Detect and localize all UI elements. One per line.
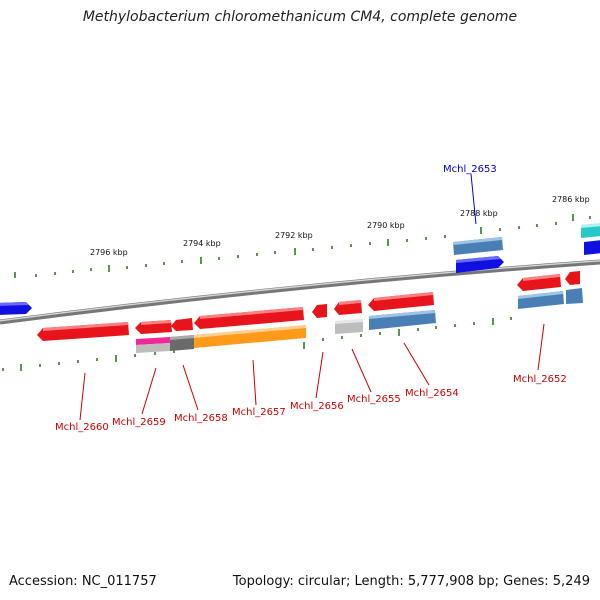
gene-2658[interactable]: [170, 318, 194, 351]
cyan-gene-right[interactable]: [581, 223, 600, 238]
scale-label: 2790 kbp: [367, 221, 405, 230]
gene-label-2657[interactable]: Mchl_2657: [232, 407, 286, 418]
gene-2659[interactable]: [135, 320, 172, 353]
genome-summary-text: Topology: circular; Length: 5,777,908 bp…: [232, 574, 590, 589]
scale-label: 2794 kbp: [183, 239, 221, 248]
gene-2660[interactable]: [37, 322, 129, 341]
gene-label-2659[interactable]: Mchl_2659: [112, 417, 166, 428]
scale-label: 2792 kbp: [275, 231, 313, 240]
gene-label-2652[interactable]: Mchl_2652: [513, 374, 567, 385]
genome-backbone: [0, 259, 600, 325]
gene-label-2653[interactable]: Mchl_2653: [443, 164, 497, 175]
scale-label: 2786 kbp: [552, 195, 590, 204]
gene-right-edge[interactable]: [565, 271, 583, 304]
scale-labels: 2796 kbp 2794 kbp 2792 kbp 2790 kbp 2788…: [90, 195, 590, 257]
gene-label-2654[interactable]: Mchl_2654: [405, 388, 459, 399]
lower-scale-ticks: [2, 317, 512, 371]
map-title: Methylobacterium chloromethanicum CM4, c…: [82, 9, 518, 25]
gene-label-2660[interactable]: Mchl_2660: [55, 422, 109, 433]
scale-label: 2788 kbp: [460, 209, 498, 218]
blue-gene-left[interactable]: [0, 302, 32, 315]
gene-2654[interactable]: [368, 292, 436, 330]
gene-label-2658[interactable]: Mchl_2658: [174, 413, 228, 424]
blue-gene-right[interactable]: [584, 240, 600, 255]
reverse-strand-genes: [37, 271, 583, 353]
gene-2656[interactable]: [312, 304, 327, 318]
accession-text: Accession: NC_011757: [9, 574, 157, 589]
gene-labels: Mchl_2660 Mchl_2659 Mchl_2658 Mchl_2657 …: [55, 164, 567, 433]
gene-2655[interactable]: [334, 300, 363, 334]
gene-2657[interactable]: [194, 307, 306, 348]
scale-label: 2796 kbp: [90, 248, 128, 257]
blue-gene-2653[interactable]: [456, 256, 504, 273]
steel-gene-2653[interactable]: [453, 237, 503, 255]
upper-scale-ticks: [14, 214, 591, 278]
forward-strand-genes: [0, 223, 600, 315]
gene-label-2655[interactable]: Mchl_2655: [347, 394, 401, 405]
gene-2652[interactable]: [517, 274, 564, 309]
label-leaders: [79, 173, 545, 421]
gene-label-2656[interactable]: Mchl_2656: [290, 401, 344, 412]
